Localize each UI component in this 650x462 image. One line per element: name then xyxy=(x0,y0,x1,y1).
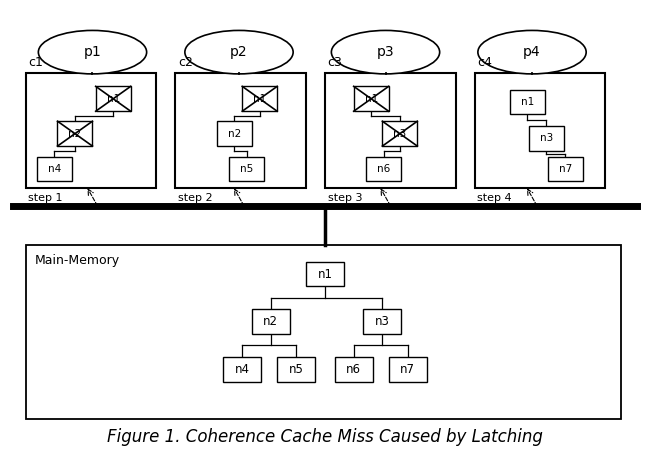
Text: n2: n2 xyxy=(227,128,241,139)
Bar xyxy=(223,357,261,382)
Text: n4: n4 xyxy=(235,363,250,376)
Bar xyxy=(529,126,564,151)
Text: n2: n2 xyxy=(68,128,82,139)
Text: n1: n1 xyxy=(107,94,120,104)
Bar xyxy=(335,357,373,382)
Text: c3: c3 xyxy=(328,56,343,69)
Bar xyxy=(242,86,277,111)
Ellipse shape xyxy=(185,30,293,74)
Text: p2: p2 xyxy=(230,45,248,59)
Text: c1: c1 xyxy=(28,56,43,69)
Bar xyxy=(510,90,545,115)
Bar xyxy=(354,86,389,111)
Bar xyxy=(216,121,252,146)
Text: n5: n5 xyxy=(240,164,254,174)
Bar xyxy=(57,121,92,146)
Ellipse shape xyxy=(332,30,439,74)
Text: step 3: step 3 xyxy=(328,193,362,202)
Text: Main-Memory: Main-Memory xyxy=(35,254,120,267)
Bar xyxy=(382,121,417,146)
Text: n3: n3 xyxy=(375,315,390,328)
Bar xyxy=(278,357,315,382)
Text: n1: n1 xyxy=(317,267,333,280)
Text: n5: n5 xyxy=(289,363,304,376)
Text: step 4: step 4 xyxy=(477,193,512,202)
Bar xyxy=(229,157,265,182)
Bar xyxy=(25,244,621,419)
Text: c2: c2 xyxy=(178,56,193,69)
Text: n6: n6 xyxy=(346,363,361,376)
Bar xyxy=(37,157,72,182)
Text: n7: n7 xyxy=(559,164,572,174)
Bar xyxy=(96,86,131,111)
Text: p3: p3 xyxy=(377,45,395,59)
Text: p4: p4 xyxy=(523,45,541,59)
Text: n4: n4 xyxy=(47,164,61,174)
Text: n3: n3 xyxy=(540,133,553,143)
Ellipse shape xyxy=(478,30,586,74)
Text: Figure 1. Coherence Cache Miss Caused by Latching: Figure 1. Coherence Cache Miss Caused by… xyxy=(107,428,543,446)
Text: n7: n7 xyxy=(400,363,415,376)
Text: n6: n6 xyxy=(377,164,391,174)
Bar xyxy=(176,73,306,188)
Bar xyxy=(389,357,427,382)
Text: n2: n2 xyxy=(263,315,278,328)
Bar xyxy=(548,157,583,182)
Bar xyxy=(306,261,344,286)
Bar xyxy=(252,309,290,334)
Text: n1: n1 xyxy=(365,94,378,104)
Text: step 2: step 2 xyxy=(178,193,213,202)
Bar xyxy=(25,73,156,188)
Text: n1: n1 xyxy=(253,94,266,104)
Bar xyxy=(325,73,456,188)
Ellipse shape xyxy=(38,30,147,74)
Text: step 1: step 1 xyxy=(28,193,62,202)
Bar xyxy=(474,73,605,188)
Text: p1: p1 xyxy=(84,45,101,59)
Text: n3: n3 xyxy=(393,128,406,139)
Text: n1: n1 xyxy=(521,97,534,107)
Text: c4: c4 xyxy=(477,56,492,69)
Bar xyxy=(363,309,402,334)
Bar xyxy=(367,157,402,182)
